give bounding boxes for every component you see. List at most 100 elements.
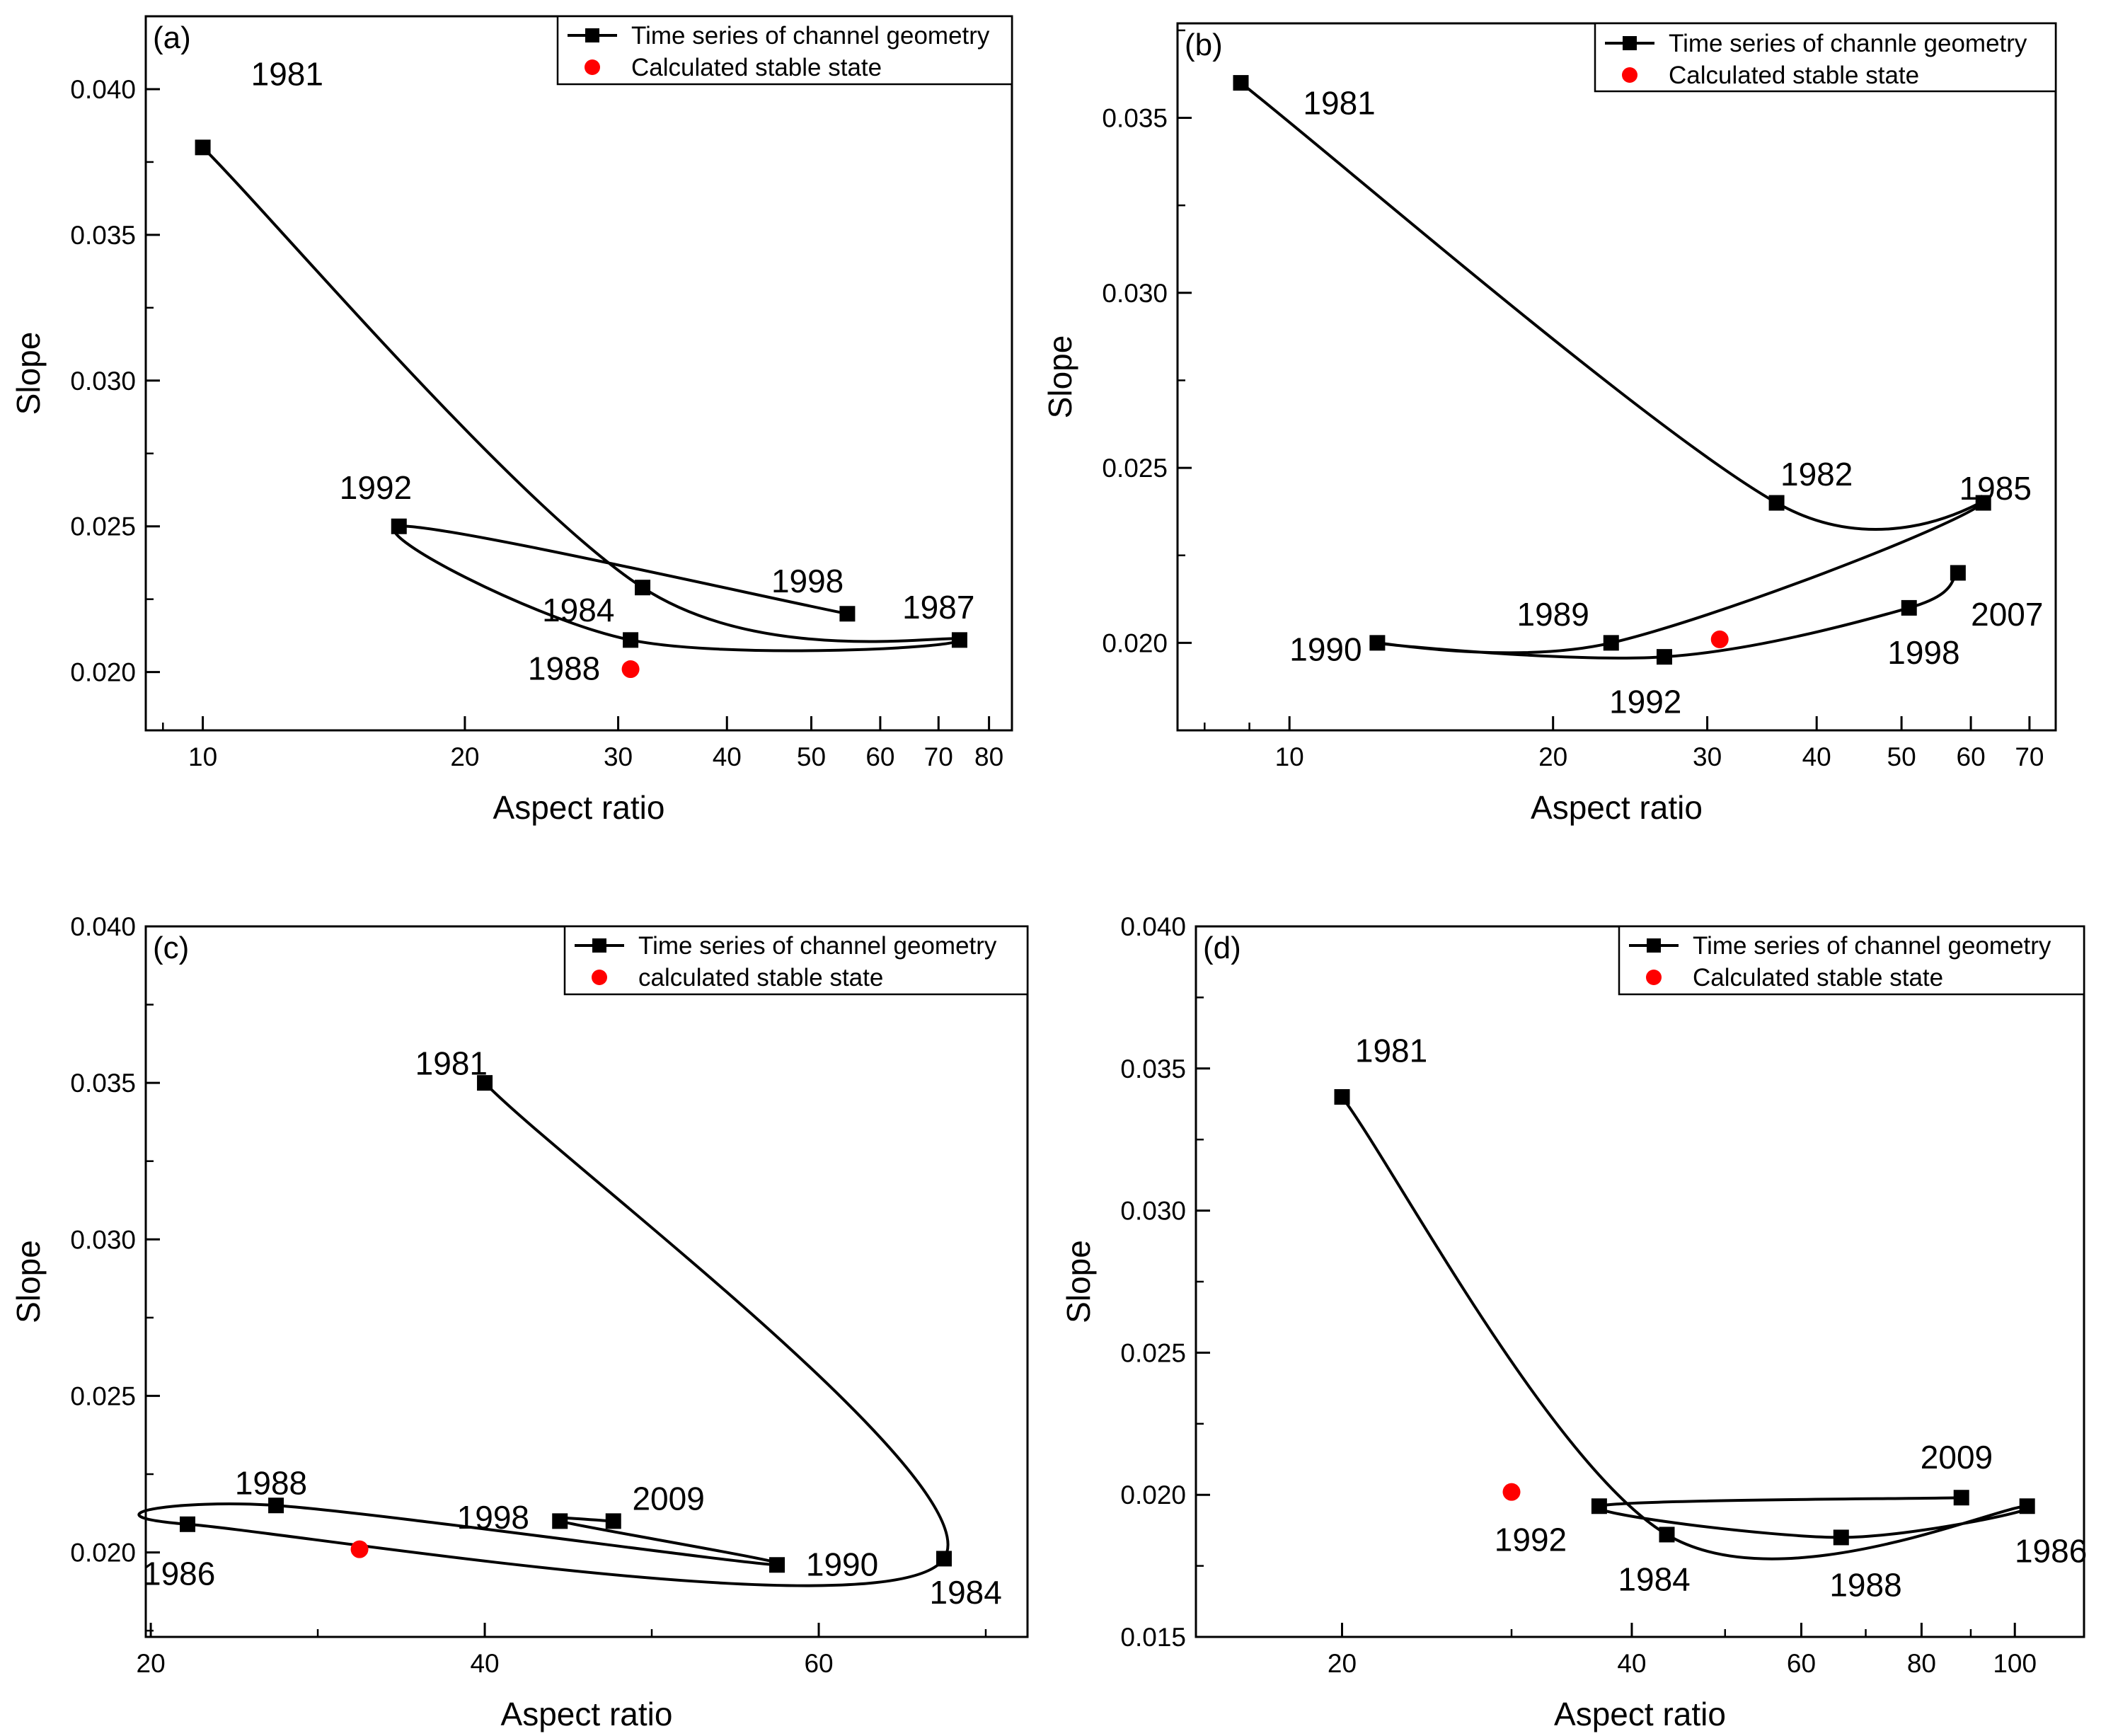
- y-tick-label: 0.020: [70, 1539, 136, 1568]
- legend-label-series: Time series of channel geometry: [631, 22, 990, 50]
- panel-label: (b): [1185, 28, 1223, 62]
- x-tick-label: 40: [1617, 1649, 1646, 1678]
- x-tick-label: 100: [1993, 1649, 2037, 1678]
- data-point-1987: [951, 632, 967, 648]
- chart-panel-d: 0.015 0.020 0.025 0.030 0.035 0.040 20 40 60 80 10…: [1060, 912, 2087, 1732]
- y-tick-label: 0.035: [70, 1069, 136, 1098]
- x-tick-label: 50: [1887, 742, 1916, 771]
- y-tick-label: 0.025: [70, 512, 136, 541]
- x-tick-label: 10: [1275, 742, 1304, 771]
- year-label-1981: 1981: [1355, 1033, 1427, 1069]
- year-label-1985: 1985: [1959, 470, 2032, 507]
- legend-box: [556, 15, 1013, 86]
- y-tick-label: 0.020: [1120, 1481, 1186, 1510]
- year-label-1988: 1988: [528, 650, 600, 687]
- year-label-1981: 1981: [1303, 85, 1375, 122]
- y-tick-label: 0.015: [1120, 1623, 1186, 1652]
- data-point-2009: [605, 1513, 621, 1529]
- x-tick-label: 50: [797, 742, 826, 771]
- y-tick-label: 0.030: [1120, 1197, 1186, 1226]
- year-label-1992: 1992: [1495, 1521, 1567, 1558]
- data-point-2009: [1953, 1490, 1969, 1506]
- stable-state-point: [1502, 1483, 1521, 1501]
- year-label-1981: 1981: [415, 1045, 488, 1082]
- y-tick-label: 0.040: [70, 75, 136, 104]
- legend-label-stable: calculated stable state: [638, 964, 883, 991]
- x-tick-label: 20: [1538, 742, 1567, 771]
- data-point-1998: [839, 606, 856, 622]
- x-tick-label: 60: [804, 1649, 833, 1678]
- legend-box: [1594, 22, 2057, 93]
- data-point-1988: [1833, 1529, 1849, 1546]
- x-tick-label: 70: [2015, 742, 2044, 771]
- series-line: [202, 146, 962, 653]
- year-label-1992: 1992: [1609, 683, 1681, 720]
- year-label-2009: 2009: [1921, 1439, 1993, 1476]
- x-tick-label: 20: [137, 1649, 166, 1678]
- year-label-1998: 1998: [771, 563, 844, 599]
- y-tick-label: 0.025: [1102, 454, 1168, 483]
- year-label-1986: 1986: [2015, 1533, 2087, 1570]
- data-point-1984: [1659, 1527, 1675, 1543]
- data-point-1992: [1591, 1498, 1607, 1514]
- year-label-2007: 2007: [1971, 596, 2043, 633]
- year-label-1998: 1998: [457, 1499, 529, 1536]
- legend-label-stable: Calculated stable state: [1669, 62, 1919, 89]
- chart-panel-a: 0.020 0.025 0.030 0.035 0.040 10 20 30 40 50 60 70 8…: [10, 15, 1013, 826]
- y-axis-title: Slope: [10, 332, 47, 415]
- year-label-2009: 2009: [632, 1480, 704, 1517]
- y-tick-label: 0.040: [70, 912, 136, 941]
- y-tick-label: 0.025: [70, 1381, 136, 1410]
- legend-red-dot: [585, 59, 600, 75]
- year-label-1988: 1988: [235, 1464, 307, 1501]
- x-tick-label: 70: [924, 742, 953, 771]
- y-tick-label: 0.025: [1120, 1338, 1186, 1367]
- data-point-1984: [635, 580, 651, 596]
- year-label-1981: 1981: [251, 55, 323, 92]
- y-tick-label: 0.035: [1102, 104, 1168, 133]
- data-point-1986: [2019, 1498, 2035, 1514]
- data-point-1990: [1369, 635, 1386, 651]
- x-tick-label: 20: [450, 742, 479, 771]
- panel-label: (d): [1203, 931, 1241, 965]
- data-point-1981: [477, 1075, 493, 1091]
- year-label-1998: 1998: [1887, 634, 1959, 671]
- x-axis-title: Aspect ratio: [1554, 1696, 1726, 1732]
- year-label-1989: 1989: [1517, 596, 1589, 633]
- legend-square-marker: [1623, 36, 1637, 50]
- legend-red-dot: [592, 970, 607, 985]
- x-axis-title: Aspect ratio: [493, 789, 665, 826]
- x-tick-label: 20: [1328, 1649, 1357, 1678]
- plot-frame: [144, 925, 1029, 1638]
- x-tick-label: 10: [188, 742, 217, 771]
- y-axis-title: Slope: [10, 1240, 47, 1323]
- year-label-1990: 1990: [1289, 631, 1362, 667]
- legend-box: [1618, 925, 2085, 996]
- legend-label-series: Time series of channel geometry: [1693, 932, 2051, 960]
- data-point-1985: [1975, 495, 1991, 511]
- year-label-1984: 1984: [1618, 1561, 1690, 1598]
- legend-label-stable: Calculated stable state: [1693, 964, 1943, 991]
- y-tick-label: 0.020: [1102, 628, 1168, 657]
- y-axis-title: Slope: [1042, 335, 1078, 419]
- year-label-1986: 1986: [143, 1556, 215, 1592]
- data-point-1998: [552, 1513, 568, 1529]
- y-tick-label: 0.030: [1102, 279, 1168, 308]
- data-point-1990: [769, 1557, 785, 1573]
- data-point-1998: [1901, 599, 1917, 616]
- data-point-1981: [1334, 1088, 1350, 1105]
- data-point-1984: [936, 1551, 952, 1567]
- chart-panel-b: 0.020 0.025 0.030 0.035 10 20 30 40 50 60 70 Aspect…: [1042, 22, 2057, 826]
- data-point-1988: [268, 1498, 284, 1514]
- year-label-1982: 1982: [1780, 456, 1853, 493]
- x-tick-label: 40: [713, 742, 742, 771]
- y-axis-title: Slope: [1060, 1240, 1097, 1323]
- year-label-1992: 1992: [340, 469, 412, 506]
- legend-box: [563, 925, 1029, 996]
- data-point-1988: [623, 632, 639, 648]
- year-label-1987: 1987: [902, 589, 974, 626]
- x-tick-label: 30: [1693, 742, 1722, 771]
- chart-panel-c: 0.020 0.025 0.030 0.035 0.040 20 40 60 Aspect ra…: [10, 912, 1029, 1732]
- series-line: [1340, 1096, 2032, 1560]
